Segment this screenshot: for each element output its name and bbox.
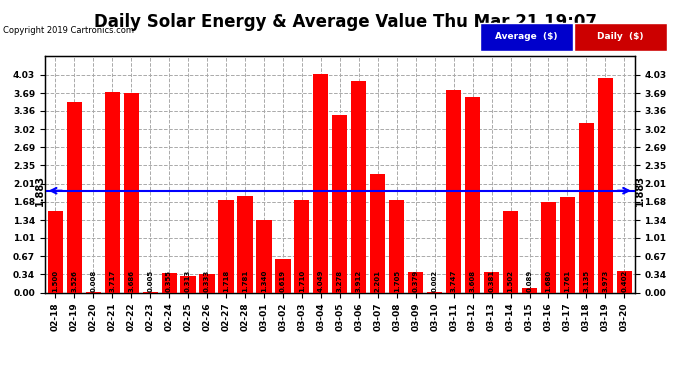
Bar: [295, 200, 310, 292]
Bar: [503, 211, 518, 292]
Bar: [199, 274, 215, 292]
Text: Daily Solar Energy & Average Value Thu Mar 21 19:07: Daily Solar Energy & Average Value Thu M…: [94, 13, 596, 31]
Bar: [257, 220, 272, 292]
Bar: [370, 174, 385, 292]
Bar: [484, 272, 499, 292]
Text: 1.883: 1.883: [635, 175, 644, 206]
Text: 1.502: 1.502: [508, 270, 513, 292]
Bar: [446, 90, 461, 292]
Text: 0.333: 0.333: [204, 270, 210, 292]
Text: 1.705: 1.705: [394, 270, 400, 292]
Text: 2.201: 2.201: [375, 270, 381, 292]
Bar: [67, 102, 82, 292]
Bar: [237, 196, 253, 292]
Bar: [579, 123, 594, 292]
Text: 3.747: 3.747: [451, 270, 457, 292]
Bar: [560, 197, 575, 292]
Text: 1.710: 1.710: [299, 270, 305, 292]
Text: 0.402: 0.402: [622, 270, 627, 292]
Text: 3.912: 3.912: [356, 270, 362, 292]
Bar: [617, 271, 632, 292]
Text: 0.005: 0.005: [147, 270, 153, 292]
Bar: [522, 288, 537, 292]
Text: Daily  ($): Daily ($): [598, 32, 644, 41]
Text: 1.718: 1.718: [223, 270, 229, 292]
Bar: [351, 81, 366, 292]
Bar: [48, 211, 63, 292]
Bar: [333, 115, 347, 292]
Bar: [181, 276, 196, 292]
Text: 1.340: 1.340: [261, 270, 267, 292]
Text: 1.680: 1.680: [546, 270, 551, 292]
Text: Copyright 2019 Cartronics.com: Copyright 2019 Cartronics.com: [3, 26, 135, 35]
Bar: [541, 202, 556, 292]
Bar: [313, 74, 328, 292]
Bar: [105, 92, 120, 292]
Text: 0.381: 0.381: [489, 270, 495, 292]
Bar: [465, 98, 480, 292]
Text: 0.313: 0.313: [185, 270, 191, 292]
Text: 0.008: 0.008: [90, 270, 96, 292]
Bar: [598, 78, 613, 292]
Bar: [275, 259, 290, 292]
Text: 3.717: 3.717: [109, 270, 115, 292]
Text: 3.973: 3.973: [602, 270, 609, 292]
Bar: [219, 200, 234, 292]
Text: 1.781: 1.781: [242, 270, 248, 292]
Bar: [124, 93, 139, 292]
Text: 3.278: 3.278: [337, 270, 343, 292]
Text: 0.002: 0.002: [432, 270, 437, 292]
Text: 1.761: 1.761: [564, 270, 571, 292]
Text: 3.686: 3.686: [128, 270, 134, 292]
Bar: [161, 273, 177, 292]
Text: 0.355: 0.355: [166, 270, 172, 292]
Text: 0.379: 0.379: [413, 270, 419, 292]
Text: Average  ($): Average ($): [495, 32, 558, 41]
Text: 1.883: 1.883: [35, 175, 45, 206]
Text: 0.089: 0.089: [526, 270, 533, 292]
Text: 3.526: 3.526: [71, 270, 77, 292]
Text: 0.619: 0.619: [280, 270, 286, 292]
Bar: [408, 272, 423, 292]
Text: 4.049: 4.049: [318, 270, 324, 292]
Text: 3.608: 3.608: [470, 270, 475, 292]
Bar: [389, 200, 404, 292]
Text: 1.500: 1.500: [52, 270, 58, 292]
Text: 3.135: 3.135: [584, 270, 589, 292]
